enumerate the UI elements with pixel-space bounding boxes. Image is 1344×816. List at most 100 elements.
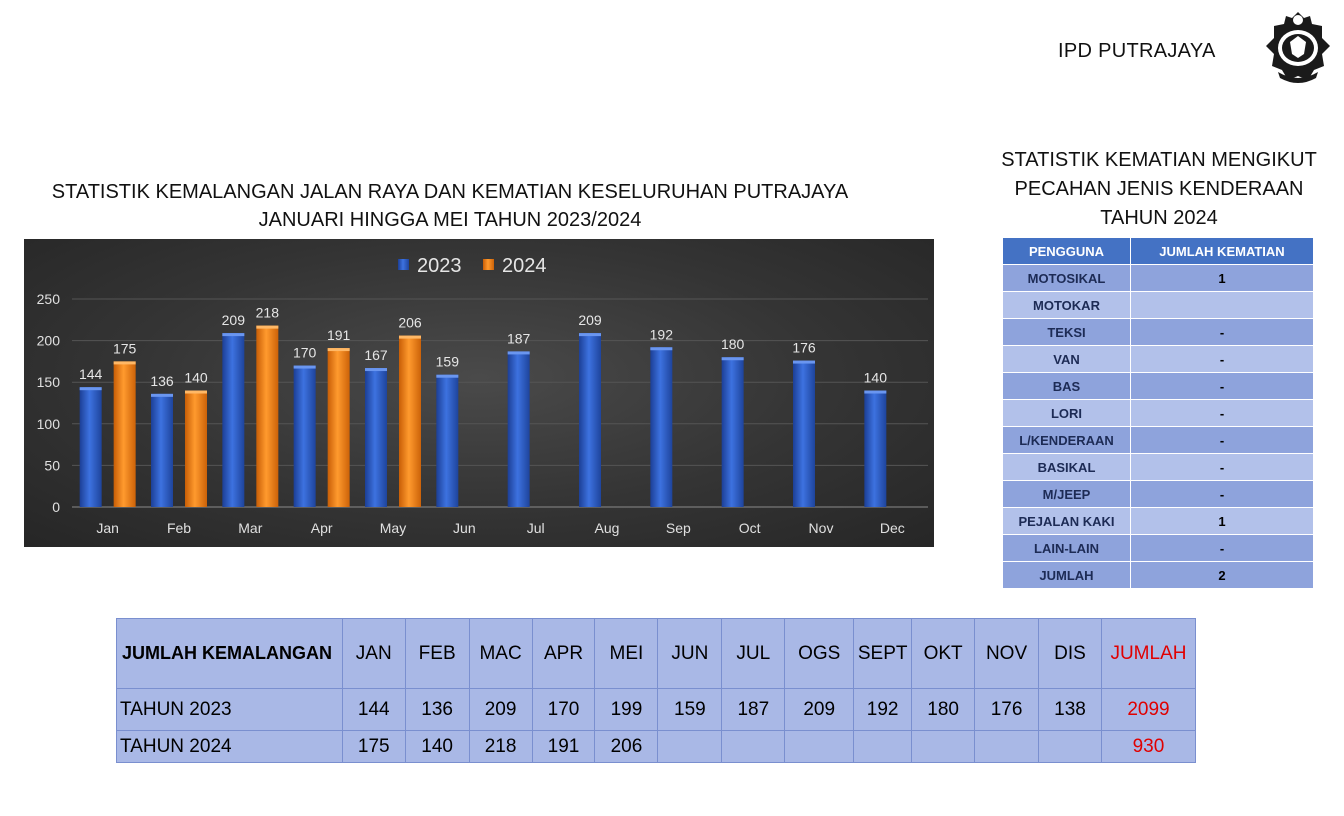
month-value-cell	[721, 730, 786, 763]
bar-2023	[436, 374, 459, 507]
month-value-cell: 138	[1038, 688, 1102, 731]
month-header: SEPT	[853, 618, 913, 689]
vehicle-type-cell: PEJALAN KAKI	[1002, 507, 1131, 535]
month-value-cell: 170	[531, 688, 596, 731]
vehicle-type-cell: L/KENDERAAN	[1002, 426, 1131, 454]
year-label-cell: TAHUN 2024	[116, 730, 343, 763]
bar-2024	[256, 325, 279, 507]
bar-cap-2023	[436, 374, 459, 378]
month-value-cell: 175	[341, 730, 406, 763]
data-label: 191	[327, 327, 351, 343]
police-crest-logo	[1266, 12, 1330, 83]
month-value-cell: 209	[784, 688, 855, 731]
x-tick-label: Aug	[595, 520, 620, 536]
header-jumlah-kematian: JUMLAH KEMATIAN	[1130, 237, 1314, 265]
table-row: PEJALAN KAKI 1	[1002, 507, 1314, 535]
bar-2023	[293, 365, 316, 507]
bar-2023	[864, 390, 887, 507]
bar-chart: 0 50 100 150 200 250 Jan 144 175 Feb 136 140 Mar 209 2…	[24, 239, 934, 547]
data-label: 218	[256, 305, 280, 321]
data-label: 167	[364, 347, 388, 363]
month-value-cell: 176	[974, 688, 1040, 731]
month-header: APR	[531, 618, 596, 689]
month-value-cell	[974, 730, 1040, 763]
table-row: L/KENDERAAN -	[1002, 426, 1314, 454]
header-pengguna: PENGGUNA	[1002, 237, 1131, 265]
month-value-cell: 159	[657, 688, 723, 731]
month-value-cell	[1038, 730, 1102, 763]
bar-cap-2024	[399, 335, 421, 339]
bar-cap-2023	[864, 390, 887, 394]
fatality-count-cell: 1	[1130, 264, 1314, 292]
bar-cap-2023	[293, 365, 316, 369]
table-row: MOTOSIKAL 1	[1002, 264, 1314, 292]
bar-cap-2024	[113, 361, 136, 365]
month-header: OGS	[784, 618, 855, 689]
fatality-by-vehicle-table: PENGGUNA JUMLAH KEMATIAN MOTOSIKAL 1 MOTOK…	[1002, 237, 1314, 589]
bar-cap-2024	[256, 325, 279, 329]
vehicle-type-cell: MOTOKAR	[1002, 291, 1131, 319]
accident-summary-table: JUMLAH KEMALANGAN JAN FEB MAC APR MEI JUN JUL OG…	[116, 618, 1197, 763]
total-row: JUMLAH 2	[1002, 561, 1314, 589]
year-total-cell: 2099	[1100, 688, 1197, 731]
month-header: JUN	[657, 618, 723, 689]
bar-cap-2023	[79, 387, 102, 391]
chart-title-line1: STATISTIK KEMALANGAN JALAN RAYA DAN KEMA…	[51, 181, 849, 203]
bar-2023	[793, 360, 815, 507]
bar-2024	[399, 335, 421, 507]
y-tick-label: 100	[37, 416, 61, 432]
table-row: MOTOKAR	[1002, 291, 1314, 319]
vehicle-type-cell: LORI	[1002, 399, 1131, 427]
legend-swatch-2024	[483, 259, 494, 270]
y-tick-label: 150	[37, 374, 61, 390]
chart-title-line2: JANUARI HINGGA MEI TAHUN 2023/2024	[258, 209, 642, 231]
x-tick-label: Mar	[238, 520, 262, 536]
total-label-cell: JUMLAH	[1002, 561, 1131, 589]
bar-cap-2024	[185, 390, 207, 394]
month-header: MEI	[594, 618, 659, 689]
table-row: TAHUN 2023 144 136 209 170 199 159 187 209 192 180…	[116, 688, 1197, 731]
chart-title: STATISTIK KEMALANGAN JALAN RAYA DAN KEMA…	[30, 178, 870, 234]
fatality-count-cell: -	[1130, 480, 1314, 508]
month-header: FEB	[404, 618, 470, 689]
bar-2023	[721, 357, 744, 507]
fatality-count-cell: -	[1130, 345, 1314, 373]
fatality-count-cell: -	[1130, 399, 1314, 427]
data-label: 170	[293, 345, 317, 361]
bar-2024	[327, 348, 350, 507]
vehicle-type-cell: BASIKAL	[1002, 453, 1131, 481]
y-tick-label: 250	[37, 291, 61, 307]
month-value-cell	[911, 730, 976, 763]
bar-cap-2023	[222, 333, 245, 337]
side-title-line3: TAHUN 2024	[1100, 207, 1218, 229]
bar-2024	[113, 361, 136, 507]
data-label: 136	[150, 373, 174, 389]
summary-label-header: JUMLAH KEMALANGAN	[116, 618, 343, 689]
month-header: NOV	[974, 618, 1040, 689]
bar-2023	[507, 351, 530, 507]
table-row: LORI -	[1002, 399, 1314, 427]
bar-cap-2023	[650, 347, 673, 351]
summary-header-row: JUMLAH KEMALANGAN JAN FEB MAC APR MEI JUN JUL OG…	[116, 618, 1197, 689]
y-tick-label: 0	[52, 499, 60, 515]
x-tick-label: Jun	[453, 520, 476, 536]
bar-cap-2023	[721, 357, 744, 361]
bar-2023	[650, 347, 673, 507]
fatality-count-cell: -	[1130, 372, 1314, 400]
month-value-cell: 180	[911, 688, 976, 731]
fatality-count-cell	[1130, 291, 1314, 319]
month-value-cell: 206	[594, 730, 659, 763]
year-total-cell: 930	[1100, 730, 1197, 763]
x-tick-label: Apr	[311, 520, 333, 536]
vehicle-type-cell: MOTOSIKAL	[1002, 264, 1131, 292]
data-label: 140	[184, 370, 208, 386]
side-title-line1: STATISTIK KEMATIAN MENGIKUT	[1001, 149, 1317, 171]
vehicle-type-cell: VAN	[1002, 345, 1131, 373]
bar-cap-2023	[365, 368, 387, 372]
bar-cap-2024	[327, 348, 350, 352]
bar-cap-2023	[151, 393, 173, 397]
table-row: BAS -	[1002, 372, 1314, 400]
legend-label-2023: 2023	[417, 255, 462, 277]
legend-label-2024: 2024	[502, 255, 547, 277]
month-header: DIS	[1038, 618, 1102, 689]
